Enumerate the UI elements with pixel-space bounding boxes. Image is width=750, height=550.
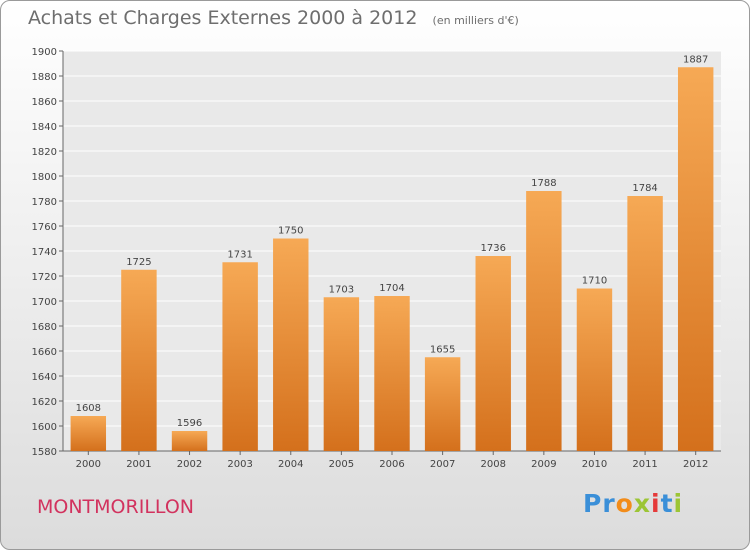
data-label-2006: 1704 — [379, 283, 404, 294]
y-tick-label: 1640 — [32, 372, 57, 383]
x-tick-label-2009: 2009 — [531, 459, 556, 470]
y-tick-label: 1860 — [32, 97, 57, 108]
proxiti-logo: Proxiti — [583, 489, 683, 518]
y-tick-label: 1820 — [32, 147, 57, 158]
chart-subtitle: (en milliers d'€) — [432, 14, 519, 27]
data-label-2003: 1731 — [227, 249, 252, 260]
x-tick-label-2000: 2000 — [76, 459, 101, 470]
data-label-2008: 1736 — [481, 243, 506, 254]
x-tick-label-2003: 2003 — [227, 459, 252, 470]
y-tick-label: 1720 — [32, 272, 57, 283]
x-tick-label-2010: 2010 — [582, 459, 607, 470]
data-label-2012: 1887 — [683, 54, 708, 65]
logo-letter: r — [602, 489, 616, 518]
bar-2001 — [121, 269, 157, 451]
bar-2006 — [374, 296, 410, 451]
x-tick-label-2004: 2004 — [278, 459, 303, 470]
data-label-2007: 1655 — [430, 344, 455, 355]
data-label-2009: 1788 — [531, 178, 556, 189]
x-tick-label-2006: 2006 — [379, 459, 404, 470]
data-label-2001: 1725 — [126, 257, 151, 268]
x-tick-label-2008: 2008 — [481, 459, 506, 470]
y-tick-label: 1700 — [32, 297, 57, 308]
bar-2008 — [475, 256, 511, 451]
bar-2011 — [627, 196, 663, 451]
bar-2012 — [677, 67, 714, 451]
bar-2003 — [222, 262, 258, 451]
x-tick-label-2001: 2001 — [126, 459, 151, 470]
data-label-2011: 1784 — [632, 183, 657, 194]
y-tick-label: 1620 — [32, 397, 57, 408]
bar-2005 — [323, 297, 360, 451]
y-tick-label: 1580 — [32, 447, 57, 458]
bar-2010 — [576, 288, 613, 451]
logo-letter: i — [673, 489, 684, 518]
logo-letter: o — [615, 489, 634, 518]
data-label-2000: 1608 — [76, 403, 101, 414]
data-label-2004: 1750 — [278, 226, 303, 237]
logo-letter: t — [660, 489, 674, 518]
y-tick-label: 1800 — [32, 172, 57, 183]
chart-title: Achats et Charges Externes 2000 à 2012 — [28, 7, 418, 29]
x-tick-label-2012: 2012 — [683, 459, 708, 470]
bar-2000 — [70, 416, 107, 451]
y-tick-label: 1760 — [32, 222, 57, 233]
bar-2004 — [273, 238, 309, 451]
x-tick-label-2007: 2007 — [430, 459, 455, 470]
data-label-2002: 1596 — [177, 418, 202, 429]
y-tick-label: 1680 — [32, 322, 57, 333]
y-tick-label: 1780 — [32, 197, 57, 208]
y-tick-label: 1900 — [32, 47, 57, 58]
data-label-2010: 1710 — [582, 276, 607, 287]
title-row: Achats et Charges Externes 2000 à 2012 (… — [28, 7, 519, 29]
bar-2002 — [171, 431, 208, 451]
y-tick-label: 1740 — [32, 247, 57, 258]
y-tick-label: 1660 — [32, 347, 57, 358]
logo-letter: x — [633, 489, 651, 518]
y-tick-label: 1600 — [32, 422, 57, 433]
logo-letter: P — [583, 489, 603, 518]
bar-2007 — [424, 357, 461, 451]
y-tick-label: 1840 — [32, 122, 57, 133]
commune-name: MONTMORILLON — [37, 496, 194, 518]
y-tick-label: 1880 — [32, 72, 57, 83]
logo-letter: i — [651, 489, 661, 518]
x-tick-label-2005: 2005 — [329, 459, 354, 470]
data-label-2005: 1703 — [329, 284, 354, 295]
bar-2009 — [526, 191, 562, 451]
x-tick-label-2002: 2002 — [177, 459, 202, 470]
x-tick-label-2011: 2011 — [632, 459, 657, 470]
